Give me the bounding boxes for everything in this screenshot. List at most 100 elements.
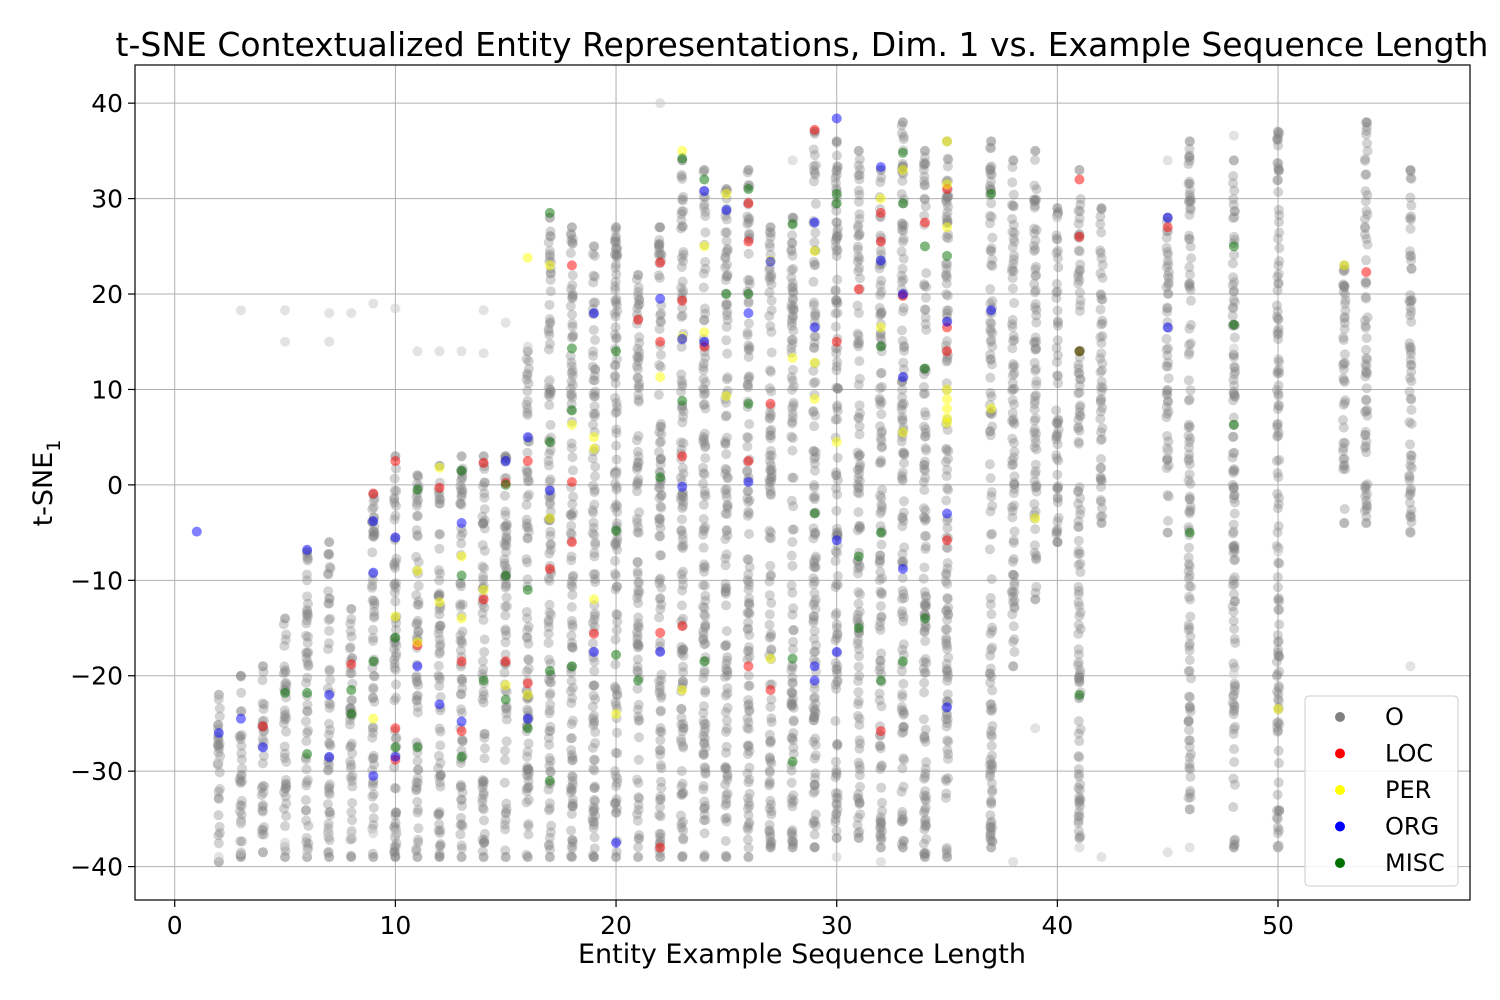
o-point [368,682,379,693]
o-point [1031,184,1042,195]
o-point [655,310,666,321]
o-point [896,401,907,412]
o-point [830,555,841,566]
o-point [1007,177,1018,188]
o-point [744,593,755,604]
x-tick-label: 40 [1041,911,1073,940]
loc-point [566,537,577,548]
loc-point [765,398,776,409]
org-point [324,689,335,700]
o-point [1051,526,1062,537]
o-point [720,800,731,811]
o-point [590,364,601,375]
o-point [985,529,996,540]
o-point [545,526,556,537]
loc-point [655,627,666,638]
o-point [920,427,931,438]
o-point [478,804,489,815]
o-point [588,270,599,281]
misc-point [875,527,886,538]
o-point [589,832,600,843]
o-point [830,308,841,319]
o-point [1074,791,1085,802]
o-point [500,610,511,621]
o-point [699,559,710,570]
o-point [500,601,511,612]
o-point [567,380,578,391]
o-point [612,689,623,700]
o-point-faint [1162,155,1173,166]
o-point [1228,589,1239,600]
y-tick-label: −10 [70,566,123,595]
o-point [676,766,687,777]
o-point-faint [500,317,511,328]
o-point [478,614,489,625]
o-point [545,274,556,285]
o-point [477,481,488,492]
o-point [1272,488,1283,499]
o-point [479,743,490,754]
o-point [1031,379,1042,390]
per-point [986,403,997,414]
o-point [1273,557,1284,568]
o-point [566,784,577,795]
o-point [235,800,246,811]
o-point [588,346,599,357]
o-point [720,262,731,273]
o-point [634,299,645,310]
o-point [1272,503,1283,514]
o-point [323,550,334,561]
o-point [632,634,643,645]
o-point [920,724,931,735]
o-point [1227,697,1238,708]
o-point [479,545,490,556]
o-point [587,713,598,724]
org-point [456,518,467,529]
o-point [1075,509,1086,520]
o-point [832,274,843,285]
o-point [676,781,687,792]
o-point [589,656,600,667]
o-point [391,648,402,659]
o-point [985,768,996,779]
o-point [587,248,598,259]
loc-point [919,217,930,228]
o-point [455,601,466,612]
o-point [390,692,401,703]
o-point [411,695,422,706]
o-point [522,746,533,757]
o-point [323,549,334,560]
o-point [809,260,820,271]
o-point-faint [412,346,423,357]
o-point [634,379,645,390]
o-point [1030,264,1041,275]
o-point [899,754,910,765]
o-point [655,749,666,760]
o-point-faint [235,847,246,858]
o-point [656,776,667,787]
o-point [700,403,711,414]
o-point [809,421,820,432]
o-point [610,295,621,306]
o-point [567,834,578,845]
o-point [301,837,312,848]
chart-title: t-SNE Contextualized Entity Representati… [116,25,1489,64]
o-point [1052,469,1063,480]
o-point [1095,463,1106,474]
o-point [587,816,598,827]
org-point [875,255,886,266]
o-point [545,766,556,777]
o-point [721,465,732,476]
legend-label-misc: MISC [1385,849,1445,877]
o-point [1075,373,1086,384]
o-point [1185,269,1196,280]
o-point [456,492,467,503]
o-point [655,459,666,470]
o-point [1228,388,1239,399]
o-point [588,408,599,419]
o-point [435,620,446,631]
o-point [411,497,422,508]
o-point [676,223,687,234]
o-point [676,171,687,182]
o-point [920,292,931,303]
